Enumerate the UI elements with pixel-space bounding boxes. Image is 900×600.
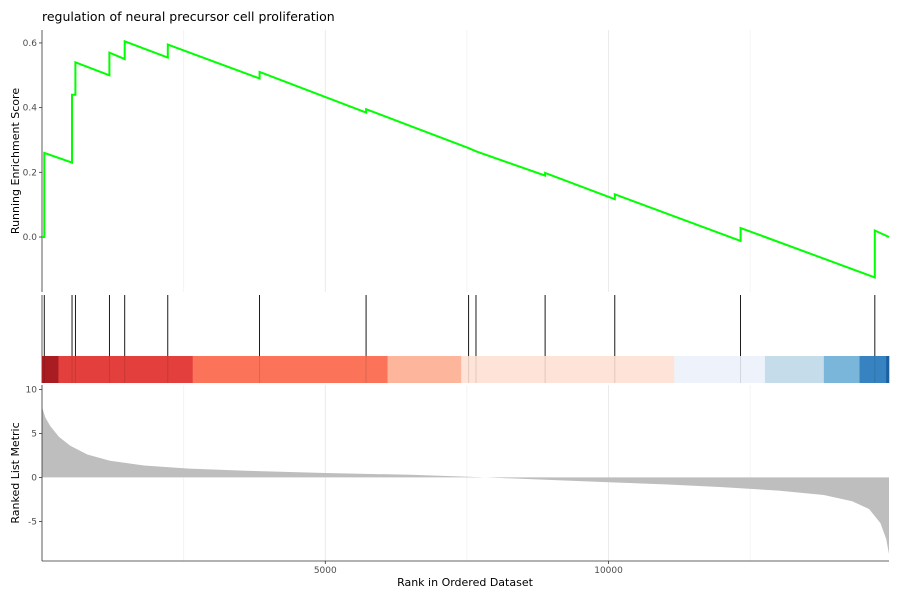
enrichment-y-axis: 0.0 0.2 0.4 0.6 bbox=[23, 39, 42, 243]
enrichment-y-tick-label: 0.4 bbox=[23, 104, 38, 114]
enrichment-y-label: Running Enrichment Score bbox=[9, 88, 22, 234]
rank-color-bar bbox=[42, 356, 890, 383]
ranked-metric-area bbox=[42, 407, 889, 554]
enrichment-panel: 0.0 0.2 0.4 0.6 bbox=[23, 30, 890, 292]
color-bar-segment bbox=[42, 356, 59, 383]
enrichment-gridlines bbox=[183, 30, 751, 292]
color-bar-segment bbox=[192, 356, 388, 383]
ranked-y-label: Ranked List Metric bbox=[9, 422, 22, 523]
ranked-y-tick-label: 10 bbox=[26, 385, 38, 395]
color-bar-segment bbox=[461, 356, 675, 383]
chart-title: regulation of neural precursor cell prol… bbox=[42, 9, 335, 24]
color-bar-segment bbox=[674, 356, 766, 383]
x-tick-label: 10000 bbox=[594, 566, 623, 576]
ranked-y-tick-label: -5 bbox=[28, 517, 37, 527]
x-axis-label: Rank in Ordered Dataset bbox=[397, 576, 534, 589]
enrichment-y-tick-label: 0.0 bbox=[23, 233, 38, 243]
enrichment-y-tick-label: 0.6 bbox=[23, 39, 38, 49]
ranked-y-tick-label: 5 bbox=[31, 429, 37, 439]
x-axis: 5000 10000 bbox=[314, 561, 623, 576]
enrichment-y-tick-label: 0.2 bbox=[23, 168, 37, 178]
color-bar-segment bbox=[859, 356, 887, 383]
color-bar-segment bbox=[886, 356, 890, 383]
ranked-y-tick-label: 0 bbox=[31, 473, 37, 483]
color-bar-segment bbox=[823, 356, 860, 383]
hit-markers-panel bbox=[41, 295, 876, 383]
color-bar-segment bbox=[58, 356, 194, 383]
running-enrichment-score-line bbox=[42, 39, 890, 279]
ranked-metric-panel: 10 5 0 -5 5000 10000 bbox=[26, 385, 889, 576]
ranked-y-axis: 10 5 0 -5 bbox=[26, 385, 42, 527]
color-bar-segment bbox=[764, 356, 825, 383]
color-bar-segment bbox=[387, 356, 462, 383]
x-tick-label: 5000 bbox=[314, 566, 337, 576]
